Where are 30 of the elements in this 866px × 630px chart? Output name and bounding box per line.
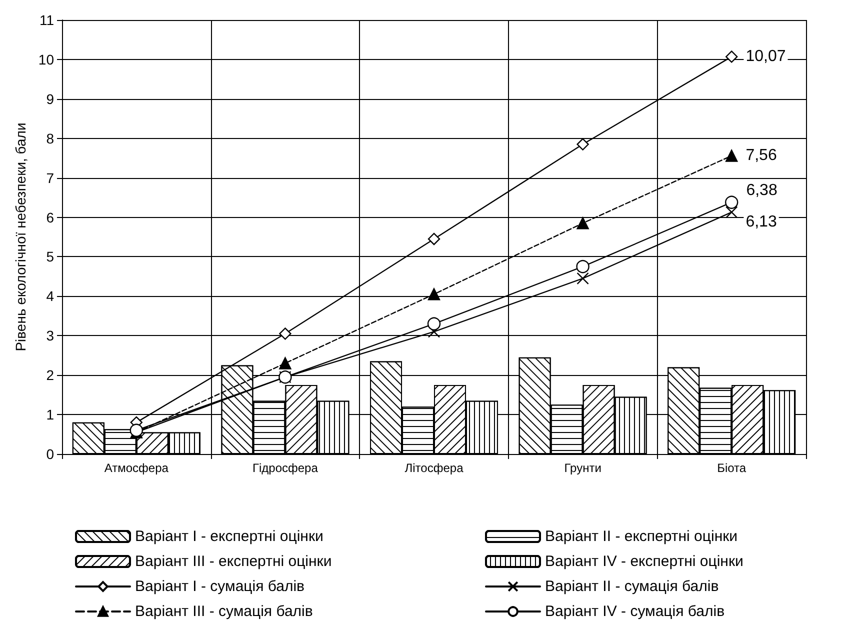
data-label: 7,56 [746, 147, 777, 164]
y-tick-label: 0 [46, 446, 54, 462]
x-tick-label: Грунти [564, 461, 602, 475]
legend-label: Варіант II - сумація балів [545, 578, 719, 595]
data-label: 10,07 [746, 48, 786, 66]
y-tick-label: 2 [46, 367, 54, 384]
x-tick-label: Літосфера [404, 461, 464, 475]
x-tick-label: Атмосфера [104, 461, 169, 475]
legend-label: Варіант I - сумація балів [135, 578, 305, 595]
y-tick-label: 10 [38, 51, 54, 68]
data-label: 6,13 [746, 214, 777, 231]
legend-label: Варіант IV - сумація балів [545, 603, 725, 620]
y-axis-title: Рівень екологічної небезпеки, бали [12, 122, 29, 352]
y-tick-label: 3 [46, 328, 54, 344]
x-tick-label: Гідросфера [252, 461, 318, 475]
y-tick-label: 1 [46, 406, 54, 423]
y-tick-label: 8 [46, 130, 54, 146]
y-tick-label: 5 [46, 248, 54, 265]
y-tick-label: 9 [46, 90, 54, 107]
legend-label: Варіант III - експертні оцінки [135, 553, 332, 570]
x-tick-label: Біота [717, 461, 746, 475]
y-tick-label: 11 [39, 12, 54, 28]
legend-label: Варіант II - експертні оцінки [545, 528, 738, 545]
legend-label: Варіант IV - експертні оцінки [545, 553, 744, 570]
data-label: 6,38 [746, 182, 778, 199]
y-tick-label: 4 [46, 288, 54, 304]
y-tick-label: 6 [46, 209, 54, 226]
legend-label: Варіант III - сумація балів [135, 603, 313, 620]
y-tick-label: 7 [46, 170, 54, 186]
legend-label: Варіант I - експертні оцінки [135, 528, 324, 545]
